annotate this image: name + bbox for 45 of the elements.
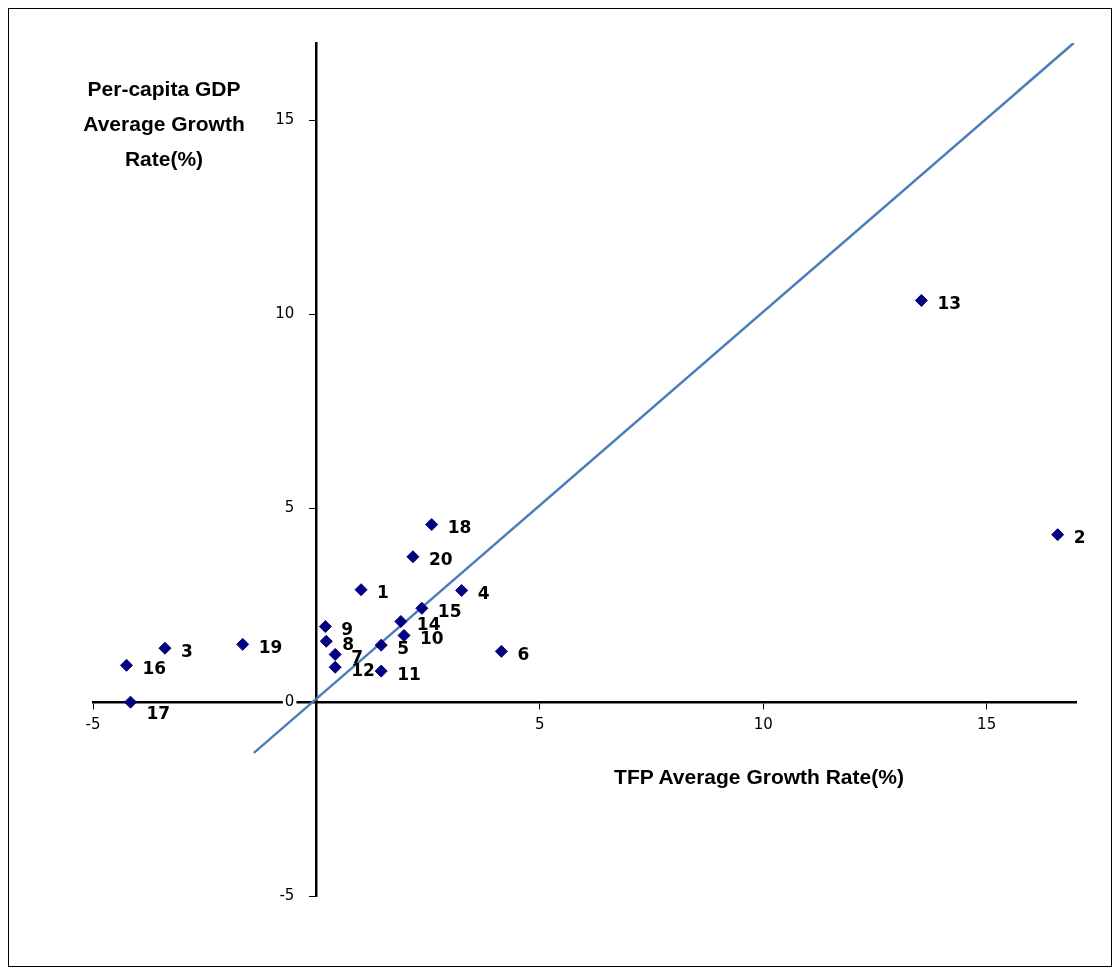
point [397, 628, 411, 642]
y-tick-label: 5 [284, 498, 295, 517]
y-tick-label: -5 [279, 885, 295, 904]
y-tick-label: 10 [275, 304, 295, 323]
annotation: 18 [447, 516, 472, 537]
x-tick-label: 10 [753, 715, 773, 734]
point [328, 647, 342, 661]
point [354, 583, 368, 597]
annotation: 6 [517, 643, 530, 664]
annotation: 16 [142, 657, 167, 678]
annotation: 3 [180, 640, 193, 661]
annotation: 1 [377, 582, 389, 603]
annotation: 5 [397, 637, 410, 658]
point [415, 601, 429, 615]
point [455, 583, 469, 597]
annotation: 2 [1073, 527, 1086, 548]
x-tick-label: -5 [85, 715, 101, 734]
annotation: 20 [428, 549, 453, 570]
y-tick-label: 15 [275, 110, 295, 129]
point [406, 550, 420, 564]
point [319, 634, 333, 648]
point [494, 644, 508, 658]
point [914, 293, 928, 307]
x-tick-label: 5 [535, 715, 545, 734]
point [236, 637, 250, 651]
point [124, 695, 138, 709]
annotation: 11 [397, 663, 421, 684]
point [374, 664, 388, 678]
x-tick-label: 15 [977, 715, 997, 734]
point [1051, 528, 1065, 542]
point [120, 658, 134, 672]
point [328, 660, 342, 674]
annotation: 13 [937, 292, 962, 313]
annotation: 4 [477, 582, 490, 603]
x-axis-title: TFP Average Growth Rate(%) [613, 765, 905, 789]
point [158, 641, 172, 655]
y-tick-label: 0 [284, 692, 295, 711]
point [318, 620, 332, 634]
annotation: 17 [146, 702, 171, 723]
point [394, 614, 408, 628]
y-axis-title: Per-capita GDP Average Growth Rate(%) [82, 76, 246, 172]
annotation: 19 [258, 636, 283, 657]
point [374, 638, 388, 652]
point [425, 518, 439, 532]
annotation: 15 [437, 600, 462, 621]
